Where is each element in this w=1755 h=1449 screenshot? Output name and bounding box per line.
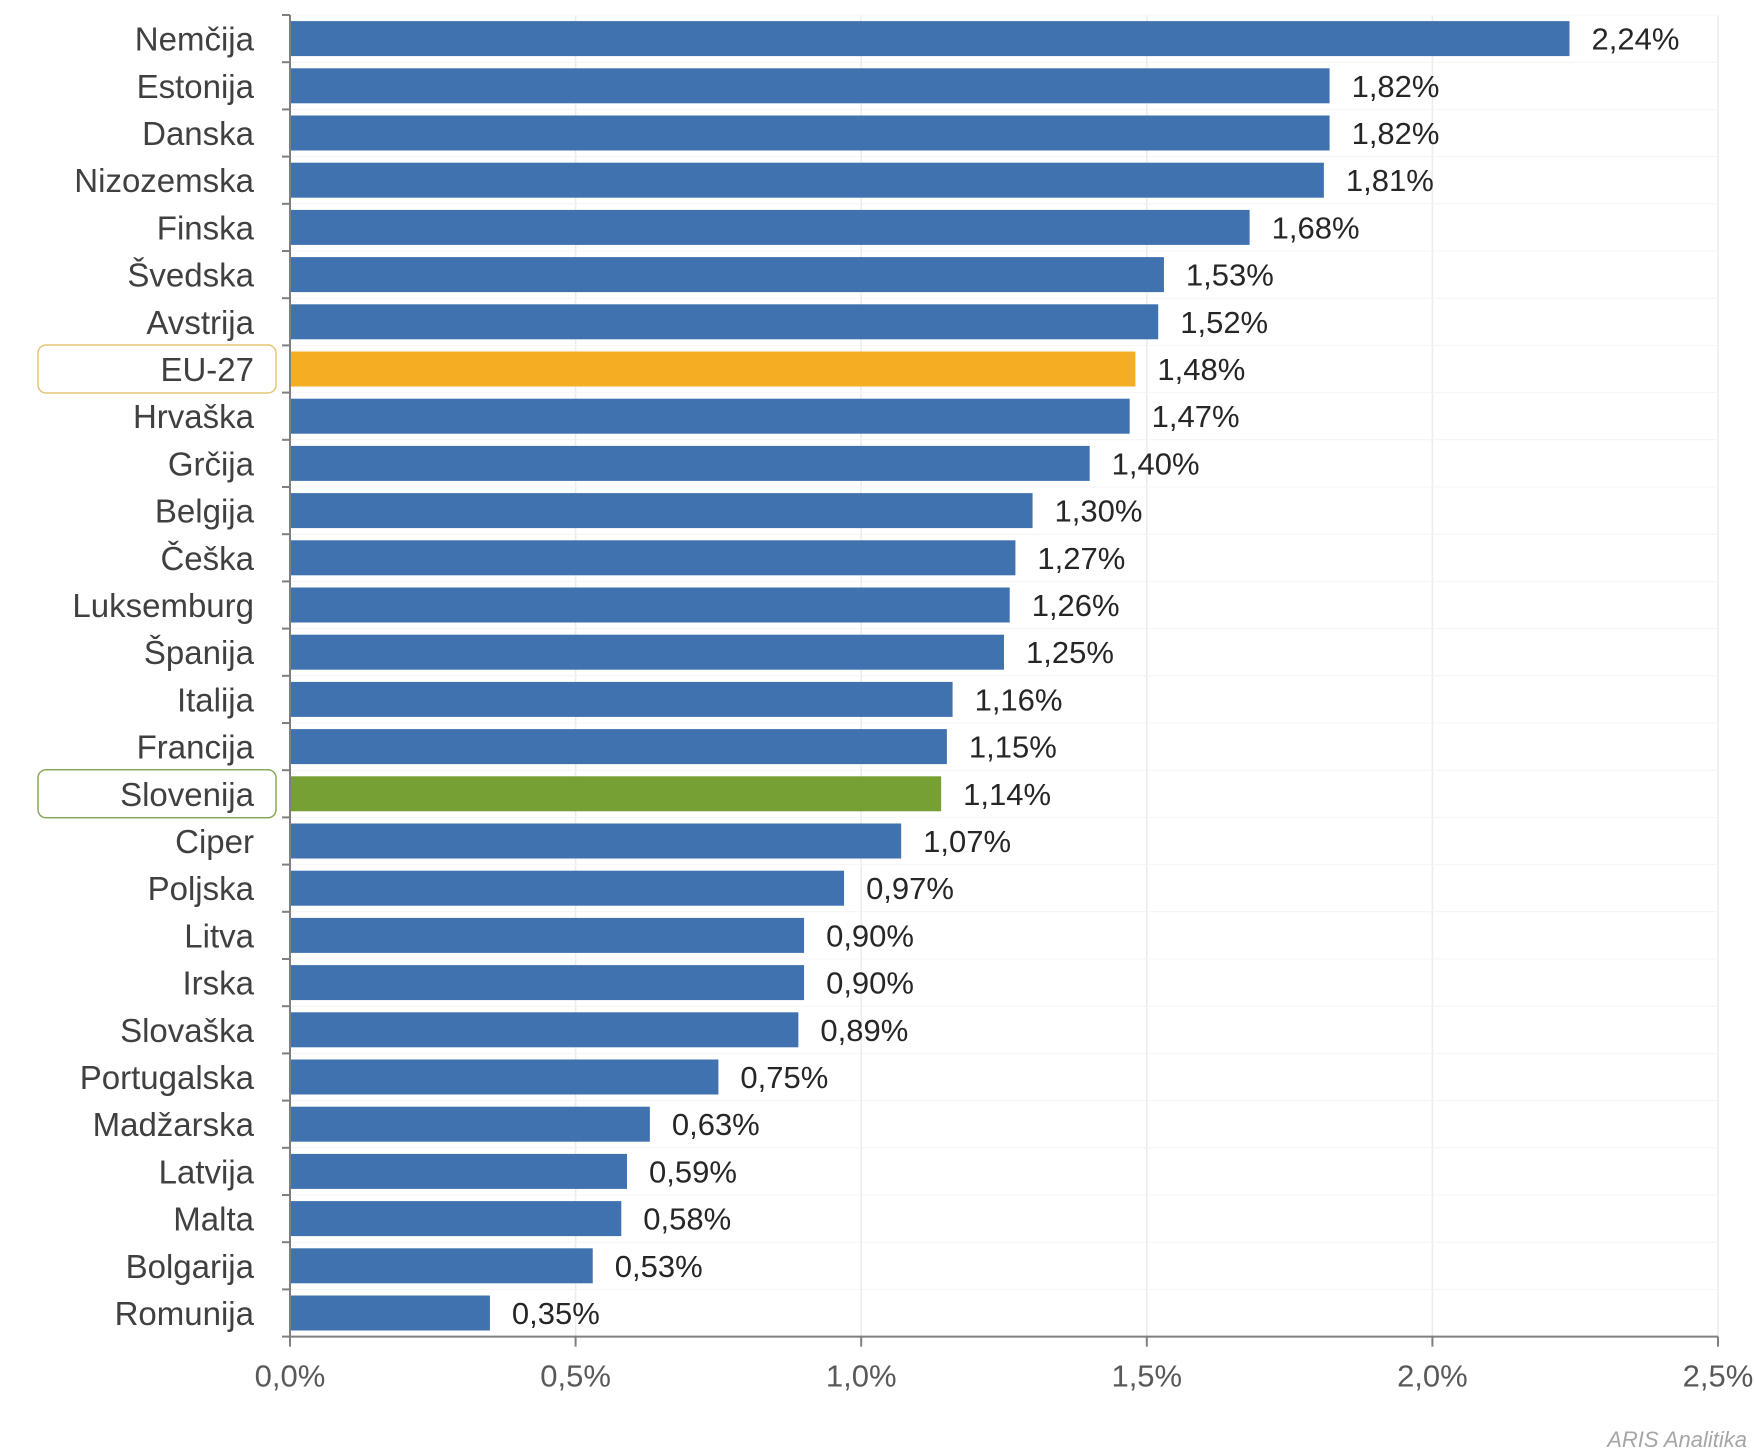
category-label: Italija	[177, 681, 255, 718]
data-label: 0,90%	[826, 918, 914, 953]
category-label: Slovenija	[120, 776, 255, 813]
bar	[290, 1012, 799, 1048]
category-label: Madžarska	[93, 1106, 255, 1143]
bar	[290, 1153, 628, 1189]
bar	[290, 634, 1004, 670]
bar	[290, 398, 1130, 434]
category-label: Češka	[160, 540, 254, 577]
x-tick-label: 1,0%	[826, 1359, 897, 1394]
category-label: Belgija	[155, 493, 255, 530]
category-label: Litva	[184, 917, 254, 954]
category-label: Luksemburg	[72, 587, 254, 624]
bar	[290, 257, 1164, 293]
bar	[290, 776, 942, 812]
data-label: 1,15%	[969, 730, 1057, 765]
data-label: 0,58%	[643, 1202, 731, 1237]
bar	[290, 587, 1010, 623]
data-label: 1,14%	[963, 777, 1051, 812]
bar	[290, 1248, 593, 1284]
category-highlight-boxes	[37, 344, 277, 819]
data-label: 0,90%	[826, 966, 914, 1001]
category-label: Portugalska	[80, 1059, 255, 1096]
category-label: Poljska	[148, 870, 255, 907]
category-label: Irska	[182, 965, 254, 1002]
data-label: 0,75%	[740, 1060, 828, 1095]
category-label: Slovaška	[120, 1012, 255, 1049]
category-label: Španija	[144, 634, 255, 671]
bar	[290, 823, 902, 859]
x-tick-label: 1,5%	[1111, 1359, 1182, 1394]
category-label: Bolgarija	[126, 1248, 255, 1285]
category-label: EU-27	[160, 351, 254, 388]
data-label: 2,24%	[1591, 22, 1679, 57]
data-label: 1,82%	[1352, 116, 1440, 151]
data-label: 0,59%	[649, 1154, 737, 1189]
data-label: 1,52%	[1180, 305, 1268, 340]
bar	[290, 1201, 622, 1237]
data-label: 1,53%	[1186, 258, 1274, 293]
bar	[290, 68, 1330, 104]
bar	[290, 445, 1090, 481]
bar	[290, 1106, 650, 1142]
data-label: 0,97%	[866, 871, 954, 906]
bar	[290, 115, 1330, 151]
bar	[290, 162, 1324, 198]
data-label: 1,48%	[1157, 352, 1245, 387]
bar	[290, 493, 1033, 529]
category-label: Švedska	[127, 257, 254, 294]
data-label: 1,25%	[1026, 635, 1114, 670]
bars	[290, 21, 1570, 1331]
bar	[290, 351, 1136, 387]
bar	[290, 1295, 490, 1331]
bar	[290, 729, 947, 765]
bar	[290, 540, 1016, 576]
bar	[290, 21, 1570, 57]
category-label: Latvija	[159, 1153, 255, 1190]
x-tick-label: 2,5%	[1683, 1359, 1754, 1394]
bar	[290, 917, 805, 953]
bar	[290, 681, 953, 717]
data-label: 1,07%	[923, 824, 1011, 859]
data-label: 1,82%	[1352, 69, 1440, 104]
category-label: Nemčija	[135, 21, 255, 58]
bar	[290, 1059, 719, 1095]
data-label: 0,53%	[615, 1249, 703, 1284]
category-label: Malta	[173, 1201, 254, 1238]
category-label: Finska	[157, 209, 255, 246]
category-label: Francija	[137, 729, 255, 766]
category-label: Hrvaška	[133, 398, 255, 435]
category-label: Romunija	[115, 1295, 255, 1332]
category-label: Ciper	[175, 823, 254, 860]
bar	[290, 870, 845, 906]
source-note: ARIS Analitika	[1605, 1427, 1747, 1449]
bar	[290, 209, 1250, 245]
data-label: 1,26%	[1032, 588, 1120, 623]
axes	[282, 14, 1719, 1347]
category-label: Estonija	[137, 68, 255, 105]
data-label: 0,63%	[672, 1107, 760, 1142]
category-label: Avstrija	[146, 304, 254, 341]
bar	[290, 304, 1159, 340]
data-label: 0,35%	[512, 1296, 600, 1331]
category-highlight-box	[37, 344, 277, 394]
data-label: 1,27%	[1037, 541, 1125, 576]
x-tick-label: 0,0%	[255, 1359, 326, 1394]
data-label: 1,40%	[1112, 446, 1200, 481]
data-label: 1,47%	[1152, 399, 1240, 434]
x-tick-label: 2,0%	[1397, 1359, 1468, 1394]
data-label: 0,89%	[820, 1013, 908, 1048]
category-label: Grčija	[168, 445, 255, 482]
data-label: 1,81%	[1346, 163, 1434, 198]
bar	[290, 965, 805, 1001]
data-label: 1,68%	[1272, 210, 1360, 245]
gridlines	[290, 14, 1719, 1338]
data-label: 1,16%	[975, 682, 1063, 717]
category-label: Danska	[142, 115, 255, 152]
labels: 2,24% Nemčija 1,82% Estonija 1,82% Danska 1,81…	[72, 21, 1753, 1394]
data-label: 1,30%	[1055, 494, 1143, 529]
category-label: Nizozemska	[74, 162, 254, 199]
category-highlight-box	[37, 769, 277, 819]
x-tick-label: 0,5%	[540, 1359, 611, 1394]
